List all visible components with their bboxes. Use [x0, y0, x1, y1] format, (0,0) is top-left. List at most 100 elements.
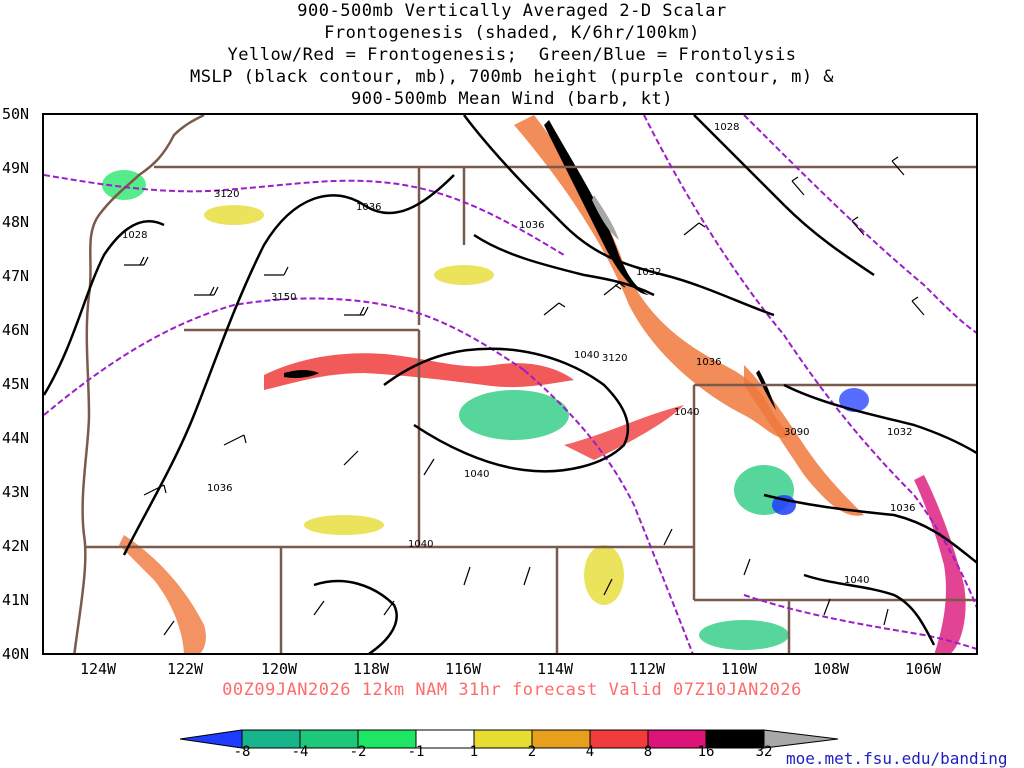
lat-label: 45N: [2, 375, 30, 393]
frontolysis-blob-6: [839, 388, 869, 412]
colorbar-label: 32: [755, 744, 773, 760]
wind-barbs: [124, 156, 925, 636]
wind-barb: [194, 286, 219, 296]
map-panel: 1028 1036 1036 1032 1040 1036 1040 1032 …: [42, 113, 978, 655]
pressure-label: 1036: [890, 503, 915, 514]
lon-label: 124W: [79, 660, 117, 678]
wind-barb: [791, 176, 805, 196]
frontolysis-blob-5: [699, 620, 789, 650]
front-band-north-grey: [592, 195, 619, 240]
wind-barb: [344, 306, 369, 316]
mslp-contour-1040-se: [803, 573, 936, 646]
lon-label: 120W: [260, 660, 298, 678]
pressure-label: 1036: [696, 357, 721, 368]
wind-barb: [143, 484, 167, 496]
lon-label: 118W: [352, 660, 390, 678]
wind-barb: [383, 600, 395, 616]
colorbar-label: 1: [469, 744, 479, 760]
lon-label: 106W: [904, 660, 942, 678]
colorbar-label: -1: [407, 744, 425, 760]
colorbar: [180, 729, 839, 749]
colorbar-label: 2: [527, 744, 537, 760]
source-credit[interactable]: moe.met.fsu.edu/banding: [786, 749, 1008, 768]
wind-barb: [343, 450, 359, 466]
pressure-label: 1036: [356, 202, 381, 213]
wind-barb: [124, 256, 149, 266]
wind-barb: [523, 566, 531, 586]
lon-label: 122W: [166, 660, 204, 678]
mslp-contour-1036-w: [122, 174, 455, 556]
state-borders: [73, 115, 976, 653]
height-label: 3120: [602, 353, 627, 364]
frontogenesis-yellow-1: [434, 265, 494, 285]
lat-label: 50N: [2, 105, 30, 123]
height-contour-3150: [44, 297, 525, 416]
height-contour-3120-w: [44, 174, 565, 256]
front-band-east: [744, 365, 864, 516]
height-label: 3120: [214, 189, 239, 200]
colorbar-label: 16: [697, 744, 715, 760]
height-label: 3150: [271, 292, 296, 303]
mslp-contour-1040-s: [313, 579, 398, 653]
wind-barb: [911, 296, 925, 316]
height-contour-3120-c: [523, 369, 694, 653]
title-line-1: 900-500mb Vertically Averaged 2-D Scalar: [297, 1, 727, 21]
height-contour-se: [743, 594, 976, 650]
lon-label: 110W: [720, 660, 758, 678]
colorbar-label: -2: [349, 744, 367, 760]
pressure-label: 1028: [122, 230, 147, 241]
mslp-contour-1036-c: [473, 233, 655, 297]
colorbar-label: 8: [643, 744, 653, 760]
wind-barb: [463, 566, 471, 586]
title-line-2: Frontogenesis (shaded, K/6hr/100km): [324, 23, 700, 43]
height-contours: [44, 115, 976, 653]
wind-barb: [883, 608, 889, 626]
front-band-central-core: [284, 370, 319, 378]
wind-barb: [163, 620, 175, 636]
height-label: 3090: [784, 427, 809, 438]
height-contour-3090: [643, 115, 976, 608]
lon-label: 114W: [536, 660, 574, 678]
chart-title: 900-500mb Vertically Averaged 2-D Scalar…: [0, 0, 1024, 110]
pressure-label: 1028: [714, 122, 739, 133]
pressure-label: 1040: [674, 407, 699, 418]
title-line-5: 900-500mb Mean Wind (barb, kt): [350, 89, 674, 109]
wind-barb: [663, 528, 673, 546]
lat-label: 49N: [2, 159, 30, 177]
lat-label: 44N: [2, 429, 30, 447]
front-band-southeast: [914, 475, 966, 653]
pressure-label: 1032: [887, 427, 912, 438]
forecast-valid-time: 00Z09JAN2026 12km NAM 31hr forecast Vali…: [222, 680, 802, 700]
mslp-contour-1028-ne: [693, 115, 875, 277]
wind-barb: [543, 302, 566, 316]
lat-label: 41N: [2, 591, 30, 609]
lat-label: 46N: [2, 321, 30, 339]
wind-barb: [264, 266, 289, 276]
lon-label: 116W: [444, 660, 482, 678]
wind-barb: [683, 222, 706, 236]
wind-barb: [423, 458, 435, 476]
frontolysis-blob-1: [459, 390, 569, 440]
mslp-contour-1032-e: [783, 383, 976, 455]
mslp-contour-1040: [383, 347, 630, 473]
frontogenesis-yellow-4: [204, 205, 264, 225]
front-band-sw: [119, 535, 206, 653]
wind-barb: [313, 600, 325, 616]
lat-label: 48N: [2, 213, 30, 231]
pressure-label: 1040: [574, 350, 599, 361]
pressure-label: 1036: [207, 483, 232, 494]
lat-label: 42N: [2, 537, 30, 555]
wind-barb: [823, 598, 831, 616]
map-canvas: 1028 1036 1036 1032 1040 1036 1040 1032 …: [44, 115, 976, 653]
wind-barb: [223, 434, 247, 446]
height-contour-ne: [743, 115, 976, 334]
lon-label: 108W: [812, 660, 850, 678]
wind-barb: [603, 578, 613, 596]
front-band-east-core: [756, 370, 776, 410]
lat-label: 47N: [2, 267, 30, 285]
coastline: [73, 115, 205, 653]
title-line-3: Yellow/Red = Frontogenesis; Green/Blue =…: [227, 45, 797, 65]
mslp-contour-1032-n: [463, 115, 775, 317]
colorbar-label: -4: [291, 744, 309, 760]
pressure-contours: [44, 115, 976, 653]
